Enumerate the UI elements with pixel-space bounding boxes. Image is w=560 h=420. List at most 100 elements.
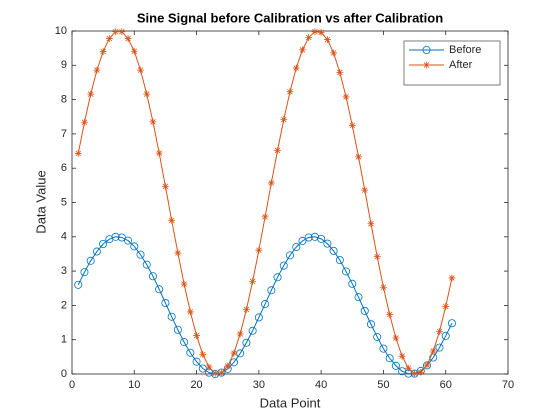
y-tick-label: 4 <box>61 231 67 243</box>
marker <box>211 369 219 377</box>
y-tick-label: 8 <box>61 94 67 106</box>
marker <box>404 364 412 372</box>
marker <box>274 146 281 154</box>
y-tick-label: 10 <box>55 25 67 37</box>
marker <box>429 347 437 355</box>
marker <box>385 354 394 363</box>
marker <box>124 236 133 245</box>
legend-label: Before <box>449 44 481 56</box>
marker <box>392 334 400 342</box>
marker <box>411 370 418 378</box>
marker <box>137 66 144 74</box>
marker <box>149 118 157 126</box>
marker <box>143 90 151 98</box>
marker <box>130 47 138 55</box>
marker <box>442 303 450 310</box>
marker <box>448 274 456 282</box>
legend-label: After <box>449 59 473 71</box>
marker <box>155 149 163 157</box>
marker <box>205 363 213 371</box>
marker <box>168 216 176 224</box>
marker <box>423 61 430 69</box>
marker <box>317 234 326 243</box>
y-axis-label: Data Value <box>33 170 48 233</box>
marker <box>248 326 257 335</box>
marker <box>330 49 337 57</box>
y-tick-label: 2 <box>61 299 67 311</box>
marker <box>242 338 251 347</box>
marker <box>267 179 275 187</box>
marker <box>292 243 301 252</box>
marker <box>447 319 456 328</box>
marker <box>342 93 350 101</box>
marker <box>329 246 338 255</box>
marker <box>243 306 250 313</box>
marker <box>436 328 443 335</box>
marker <box>87 90 95 98</box>
marker <box>74 150 82 157</box>
marker <box>354 293 363 302</box>
marker <box>323 239 332 248</box>
marker <box>148 272 157 281</box>
marker <box>292 64 300 72</box>
marker <box>112 28 119 36</box>
y-tick-label: 7 <box>61 128 67 140</box>
marker <box>267 286 276 295</box>
marker <box>317 28 325 36</box>
marker <box>435 343 444 352</box>
marker <box>280 116 288 123</box>
marker <box>162 182 169 190</box>
marker <box>441 331 450 340</box>
marker <box>99 240 108 249</box>
marker <box>161 298 170 307</box>
marker <box>286 88 294 96</box>
marker <box>117 233 126 242</box>
x-tick-label: 20 <box>190 379 202 391</box>
y-tick-label: 5 <box>61 196 67 208</box>
marker <box>118 28 126 36</box>
y-tick-label: 3 <box>61 265 67 277</box>
marker <box>111 232 120 241</box>
legend-box <box>403 40 501 86</box>
marker <box>155 285 164 294</box>
marker <box>254 313 263 322</box>
marker <box>360 306 369 315</box>
marker <box>86 256 95 265</box>
marker <box>336 69 344 76</box>
marker <box>180 280 188 288</box>
marker <box>366 320 375 329</box>
marker <box>373 253 381 261</box>
marker <box>361 186 369 194</box>
marker <box>422 46 431 55</box>
marker <box>130 242 139 251</box>
marker <box>224 362 232 370</box>
x-tick-label: 40 <box>315 379 327 391</box>
marker <box>305 34 313 41</box>
chart-title: Sine Signal before Calibration vs after … <box>137 10 443 25</box>
marker <box>279 261 288 270</box>
marker <box>261 213 269 221</box>
marker <box>391 361 400 370</box>
marker <box>348 279 357 288</box>
marker <box>180 338 189 347</box>
marker <box>373 332 382 341</box>
marker <box>105 35 113 42</box>
marker <box>367 220 375 228</box>
marker <box>167 312 176 321</box>
x-tick-label: 0 <box>69 379 75 391</box>
marker <box>323 36 331 43</box>
marker <box>174 249 182 257</box>
marker <box>81 118 88 126</box>
marker <box>198 364 207 373</box>
marker <box>311 28 319 36</box>
marker <box>236 330 244 338</box>
marker <box>348 121 356 129</box>
x-tick-label: 70 <box>502 379 514 391</box>
marker <box>192 357 201 366</box>
y-tick-label: 9 <box>61 59 67 71</box>
x-tick-label: 10 <box>128 379 140 391</box>
marker <box>99 48 107 55</box>
marker <box>249 277 257 285</box>
marker <box>379 344 388 353</box>
